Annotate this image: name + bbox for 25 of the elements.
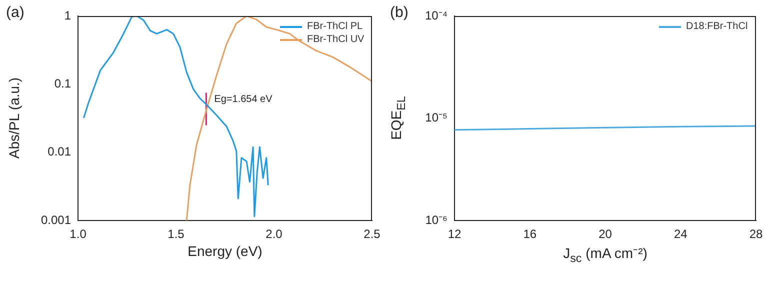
y-tick-label: 10⁻⁶	[425, 212, 448, 227]
y-tick-label: 0.1	[54, 76, 72, 91]
y-tick-label: 0.001	[41, 212, 72, 227]
y-tick-label: 0.01	[48, 144, 72, 159]
legend-label: D18:FBr-ThCl	[686, 21, 748, 32]
x-tick-label: 16	[523, 227, 537, 242]
y-axis-title: Abs/PL (a.u.)	[6, 78, 22, 159]
x-tick-label: 2.0	[266, 227, 283, 242]
x-tick-label: 24	[674, 227, 688, 242]
chart-title: (b)	[390, 4, 408, 21]
legend-label: FBr-ThCl PL	[307, 21, 363, 32]
x-tick-label: 20	[598, 227, 612, 242]
x-tick-label: 12	[448, 227, 462, 242]
legend-label: FBr-ThCl UV	[307, 34, 364, 45]
y-tick-label: 10⁻⁴	[424, 8, 448, 22]
chart-title: (a)	[6, 4, 24, 21]
x-axis-title: J$_{sc}$ (mA cm⁻²)	[563, 244, 648, 264]
x-axis-title: Energy (eV)	[188, 242, 262, 259]
x-tick-label: 1.5	[168, 227, 185, 242]
x-tick-label: 1.0	[70, 227, 87, 242]
annotation: Eg=1.654 eV	[214, 94, 272, 105]
x-tick-label: 2.5	[364, 227, 381, 242]
x-tick-label: 28	[749, 227, 763, 242]
y-tick-label: 10⁻⁵	[425, 110, 448, 125]
y-tick-label: 1	[64, 8, 72, 22]
